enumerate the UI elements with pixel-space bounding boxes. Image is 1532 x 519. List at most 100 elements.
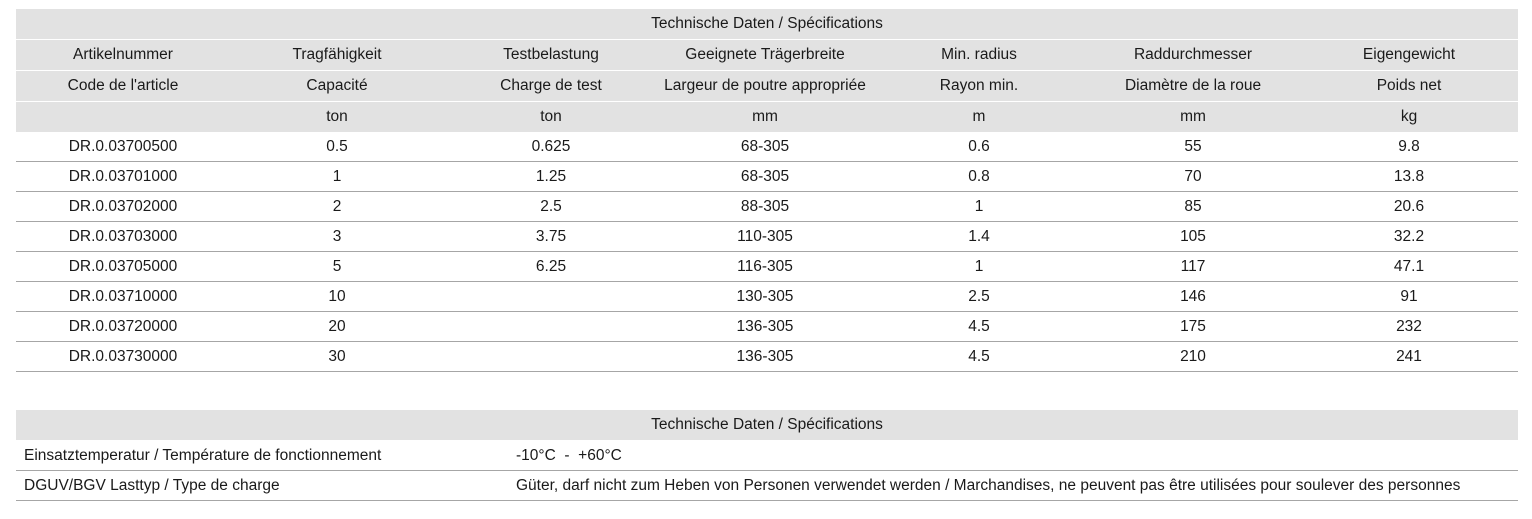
header-fr-test-load: Charge de test [444, 70, 658, 102]
table-row: DR.0.03703000 3 3.75 110-305 1.4 105 32.… [16, 221, 1519, 252]
unit-test-load: ton [444, 101, 658, 132]
cell-beam-width: 136-305 [658, 341, 872, 372]
unit-wheel-diameter: mm [1086, 101, 1300, 132]
cell-capacity: 10 [230, 281, 444, 312]
header-fr-net-weight: Poids net [1300, 70, 1519, 102]
cell-article-number: DR.0.03703000 [16, 221, 230, 252]
table-row: DR.0.03730000 30 136-305 4.5 210 241 [16, 341, 1519, 372]
cell-wheel-diameter: 117 [1086, 251, 1300, 282]
cell-article-number: DR.0.03730000 [16, 341, 230, 372]
cell-wheel-diameter: 85 [1086, 191, 1300, 222]
cell-net-weight: 241 [1300, 341, 1519, 372]
table-row: DR.0.03700500 0.5 0.625 68-305 0.6 55 9.… [16, 132, 1519, 162]
param-label: Einsatztemperatur / Température de fonct… [16, 440, 516, 471]
param-label: DGUV/BGV Lasttyp / Type de charge [16, 470, 516, 501]
table-row: DR.0.03701000 1 1.25 68-305 0.8 70 13.8 [16, 161, 1519, 192]
table-row: DR.0.03720000 20 136-305 4.5 175 232 [16, 311, 1519, 342]
cell-test-load [444, 341, 658, 372]
cell-article-number: DR.0.03720000 [16, 311, 230, 342]
table-row: DR.0.03710000 10 130-305 2.5 146 91 [16, 281, 1519, 312]
param-row-temperature: Einsatztemperatur / Température de fonct… [16, 440, 1518, 471]
cell-test-load: 3.75 [444, 221, 658, 252]
header-fr-min-radius: Rayon min. [872, 70, 1086, 102]
unit-net-weight: kg [1300, 101, 1519, 132]
param-row-load-type: DGUV/BGV Lasttyp / Type de charge Güter,… [16, 470, 1518, 501]
cell-min-radius: 1 [872, 251, 1086, 282]
cell-net-weight: 9.8 [1300, 132, 1519, 162]
unit-beam-width: mm [658, 101, 872, 132]
header-de-beam-width: Geeignete Trägerbreite [658, 39, 872, 71]
cell-test-load [444, 311, 658, 342]
header-row-fr: Code de l'article Capacité Charge de tes… [16, 70, 1519, 102]
header-fr-wheel-diameter: Diamètre de la roue [1086, 70, 1300, 102]
cell-beam-width: 88-305 [658, 191, 872, 222]
cell-capacity: 2 [230, 191, 444, 222]
param-value: Güter, darf nicht zum Heben von Personen… [516, 470, 1518, 501]
spec-table-title-row: Technische Daten / Spécifications [16, 9, 1519, 40]
cell-net-weight: 32.2 [1300, 221, 1519, 252]
cell-min-radius: 4.5 [872, 341, 1086, 372]
params-table-title-row: Technische Daten / Spécifications [16, 410, 1518, 441]
cell-min-radius: 2.5 [872, 281, 1086, 312]
param-value: -10°C - +60°C [516, 440, 1518, 471]
cell-article-number: DR.0.03700500 [16, 132, 230, 162]
cell-wheel-diameter: 55 [1086, 132, 1300, 162]
cell-net-weight: 232 [1300, 311, 1519, 342]
header-de-article-number: Artikelnummer [16, 39, 230, 71]
cell-test-load: 6.25 [444, 251, 658, 282]
cell-net-weight: 91 [1300, 281, 1519, 312]
cell-capacity: 5 [230, 251, 444, 282]
cell-wheel-diameter: 210 [1086, 341, 1300, 372]
params-table: Technische Daten / Spécifications Einsat… [16, 410, 1518, 501]
spec-table-title: Technische Daten / Spécifications [16, 9, 1519, 40]
cell-wheel-diameter: 146 [1086, 281, 1300, 312]
cell-article-number: DR.0.03710000 [16, 281, 230, 312]
cell-capacity: 0.5 [230, 132, 444, 162]
header-de-net-weight: Eigengewicht [1300, 39, 1519, 71]
cell-test-load: 1.25 [444, 161, 658, 192]
cell-wheel-diameter: 175 [1086, 311, 1300, 342]
cell-capacity: 20 [230, 311, 444, 342]
cell-beam-width: 116-305 [658, 251, 872, 282]
spec-table: Technische Daten / Spécifications Artike… [16, 9, 1519, 372]
unit-min-radius: m [872, 101, 1086, 132]
cell-beam-width: 110-305 [658, 221, 872, 252]
cell-beam-width: 68-305 [658, 132, 872, 162]
params-table-title: Technische Daten / Spécifications [16, 410, 1518, 441]
unit-capacity: ton [230, 101, 444, 132]
header-fr-beam-width: Largeur de poutre appropriée [658, 70, 872, 102]
header-row-units: ton ton mm m mm kg [16, 101, 1519, 132]
cell-min-radius: 0.6 [872, 132, 1086, 162]
cell-capacity: 3 [230, 221, 444, 252]
cell-article-number: DR.0.03701000 [16, 161, 230, 192]
header-fr-capacity: Capacité [230, 70, 444, 102]
cell-min-radius: 4.5 [872, 311, 1086, 342]
cell-beam-width: 68-305 [658, 161, 872, 192]
cell-beam-width: 136-305 [658, 311, 872, 342]
cell-article-number: DR.0.03702000 [16, 191, 230, 222]
cell-test-load [444, 281, 658, 312]
header-de-wheel-diameter: Raddurchmesser [1086, 39, 1300, 71]
cell-net-weight: 13.8 [1300, 161, 1519, 192]
cell-net-weight: 20.6 [1300, 191, 1519, 222]
cell-wheel-diameter: 70 [1086, 161, 1300, 192]
cell-min-radius: 0.8 [872, 161, 1086, 192]
table-row: DR.0.03702000 2 2.5 88-305 1 85 20.6 [16, 191, 1519, 222]
table-row: DR.0.03705000 5 6.25 116-305 1 117 47.1 [16, 251, 1519, 282]
header-de-test-load: Testbelastung [444, 39, 658, 71]
cell-min-radius: 1 [872, 191, 1086, 222]
cell-wheel-diameter: 105 [1086, 221, 1300, 252]
header-fr-article-number: Code de l'article [16, 70, 230, 102]
cell-net-weight: 47.1 [1300, 251, 1519, 282]
header-row-de: Artikelnummer Tragfähigkeit Testbelastun… [16, 39, 1519, 71]
cell-capacity: 30 [230, 341, 444, 372]
cell-min-radius: 1.4 [872, 221, 1086, 252]
cell-test-load: 2.5 [444, 191, 658, 222]
cell-article-number: DR.0.03705000 [16, 251, 230, 282]
unit-article-number [16, 101, 230, 132]
header-de-capacity: Tragfähigkeit [230, 39, 444, 71]
header-de-min-radius: Min. radius [872, 39, 1086, 71]
cell-capacity: 1 [230, 161, 444, 192]
cell-test-load: 0.625 [444, 132, 658, 162]
cell-beam-width: 130-305 [658, 281, 872, 312]
